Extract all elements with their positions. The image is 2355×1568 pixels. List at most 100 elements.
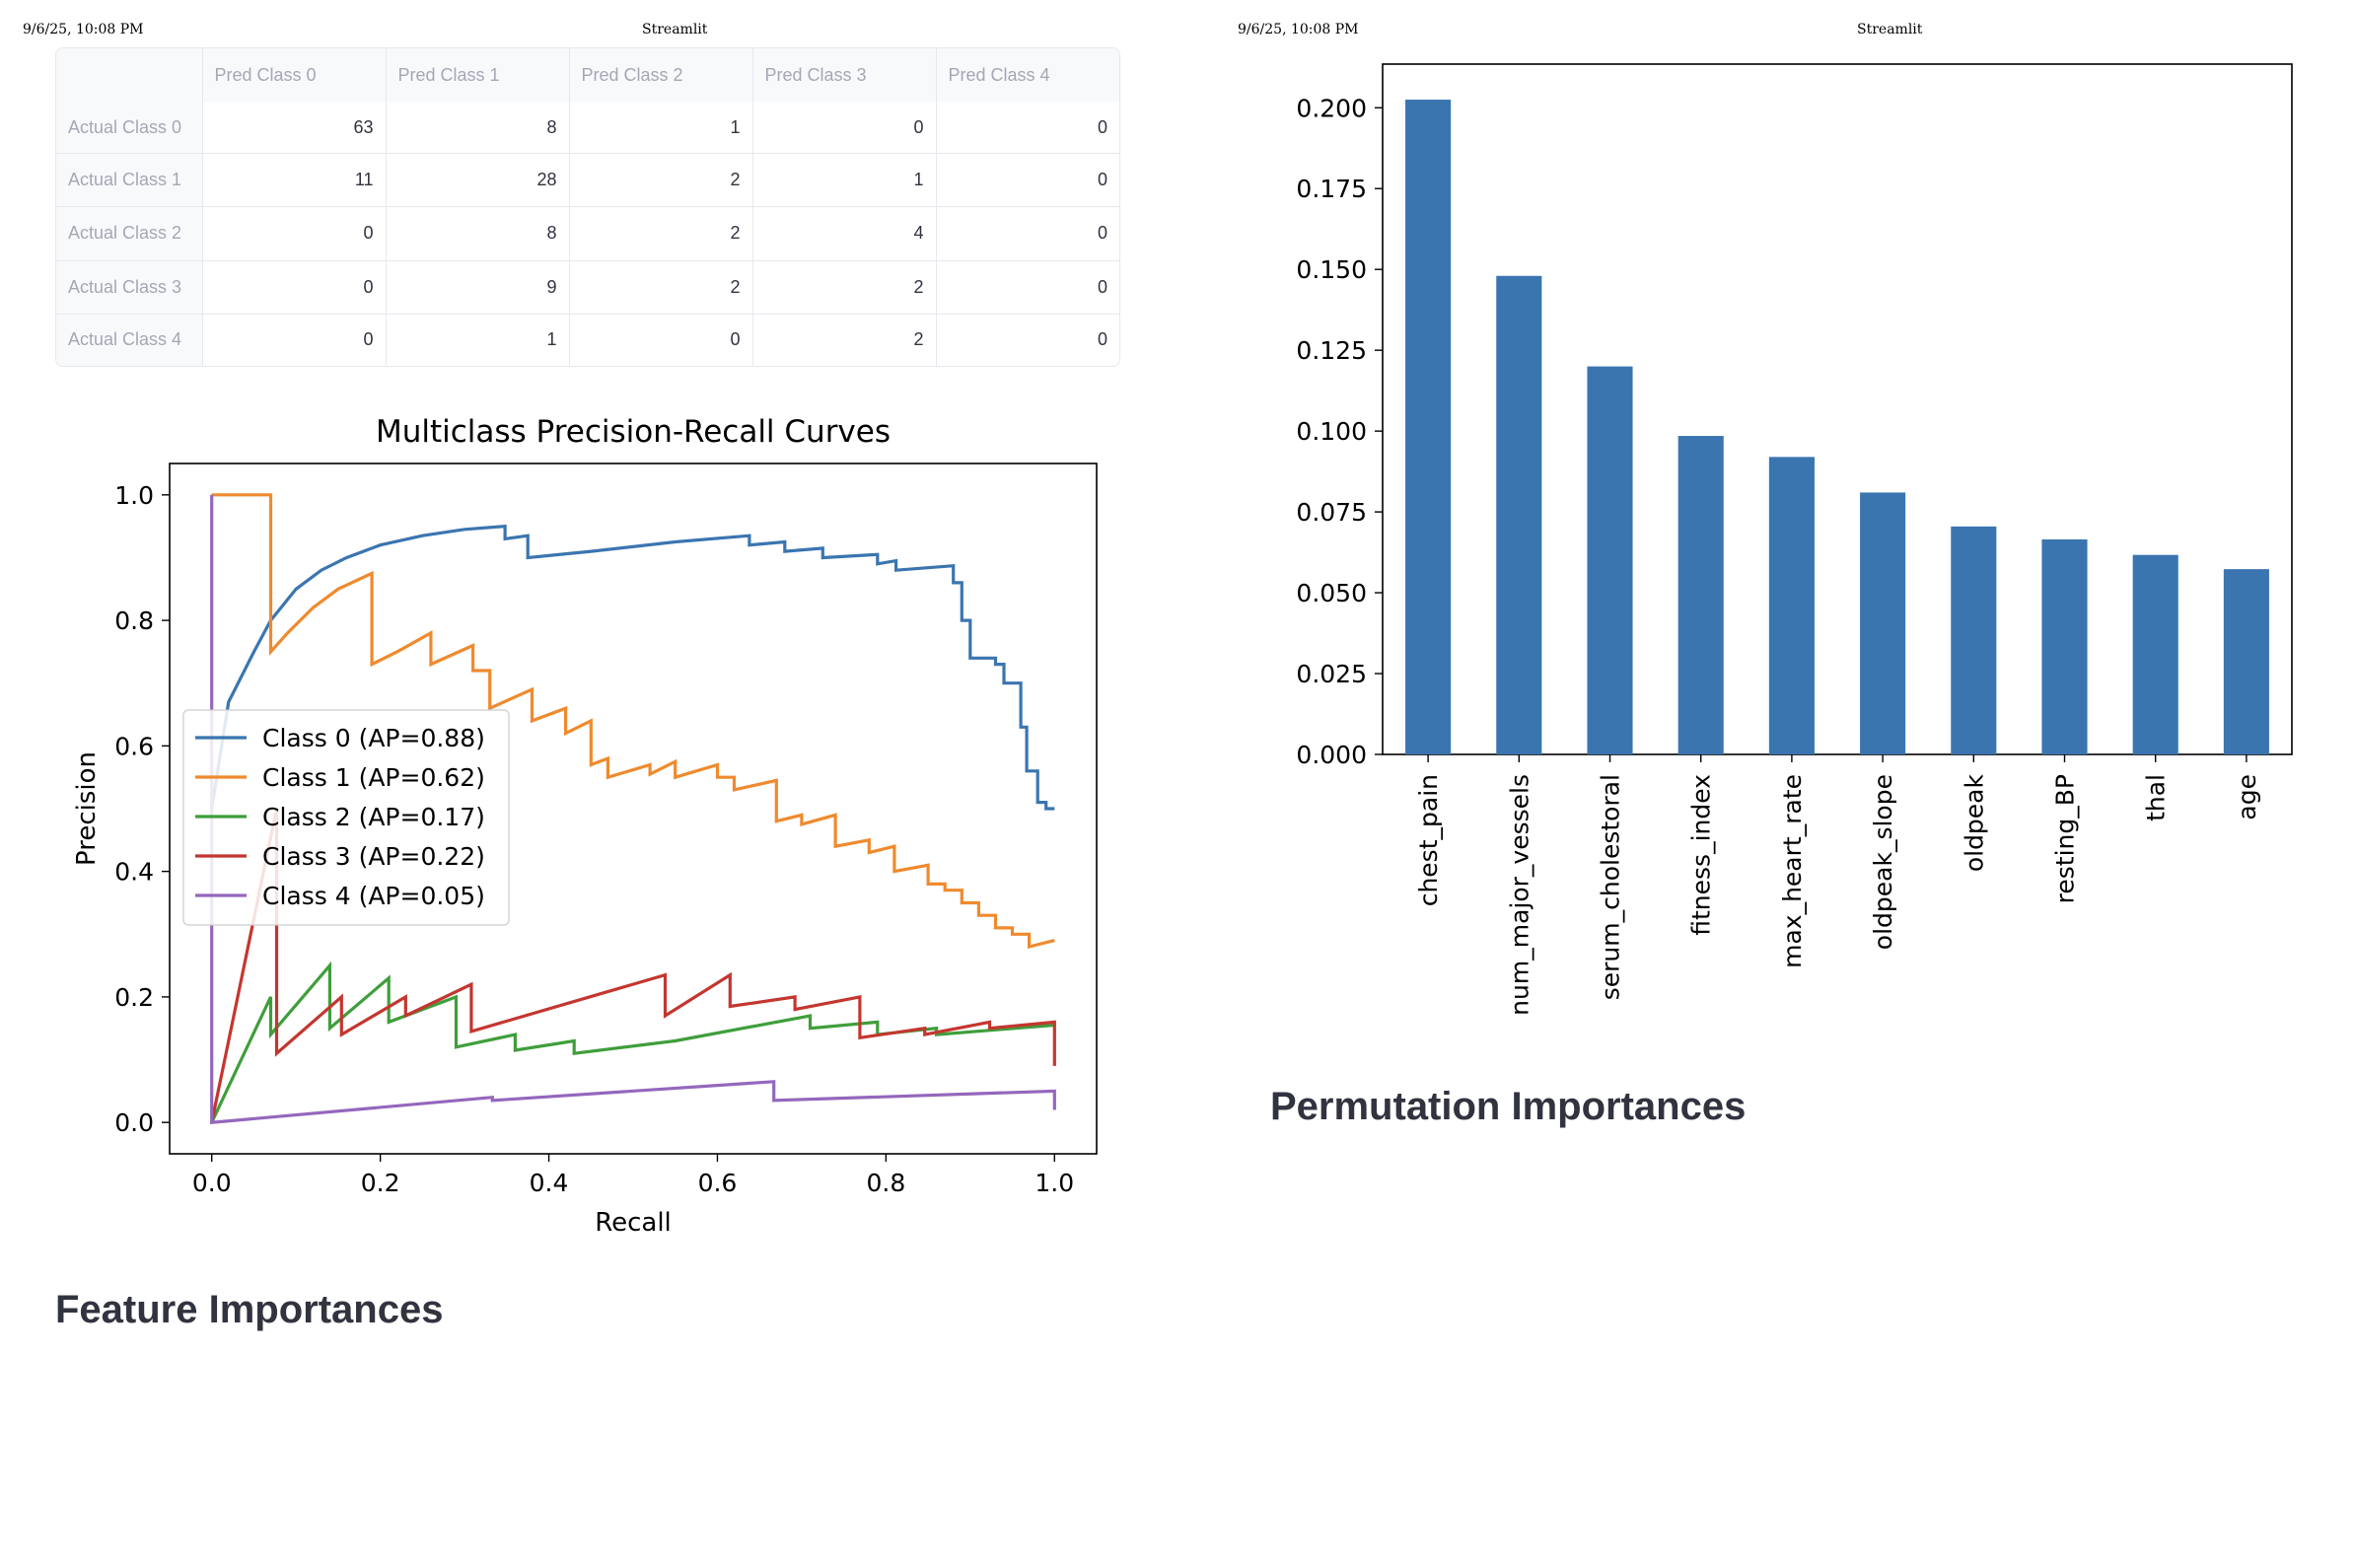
table-cell[interactable]: 4 — [752, 206, 937, 261]
table-cell[interactable]: 0 — [936, 260, 1119, 315]
series-line — [210, 494, 1056, 1124]
x-tick-label: 0.0 — [192, 1169, 232, 1197]
x-tick-label: 0.2 — [361, 1169, 400, 1197]
table-cell[interactable]: 9 — [386, 260, 570, 315]
axes: 0.0 0.2 0.4 0.6 0.8 1.0 0.0 0.2 0.4 0.6 0.8 1.0 Reca… — [72, 463, 1098, 1238]
table-cell[interactable]: 0 — [202, 260, 387, 315]
legend-label: Class 0 (AP=0.88) — [262, 724, 485, 752]
x-tick-label: thal — [2142, 774, 2171, 821]
plot-frame — [169, 463, 1098, 1155]
y-tick-label: 0.8 — [114, 606, 154, 635]
table-cell[interactable]: 2 — [752, 314, 937, 366]
x-tick-label: 0.4 — [530, 1169, 569, 1197]
bar — [1768, 457, 1815, 754]
x-tick-label: 1.0 — [1035, 1169, 1074, 1197]
table-cell[interactable]: 0 — [936, 153, 1119, 208]
column-header[interactable]: Pred Class 4 — [936, 48, 1119, 102]
table-cell[interactable]: 0 — [202, 206, 387, 261]
y-tick-label: 0.150 — [1296, 255, 1367, 284]
column-header[interactable]: Pred Class 3 — [752, 48, 937, 102]
table-row: Actual Class 3 0 9 2 2 0 — [56, 260, 1119, 315]
row-label: Actual Class 3 — [56, 260, 203, 315]
y-axis-label: Precision — [72, 751, 102, 866]
x-tick-label: resting_BP — [2051, 774, 2080, 903]
table-cell[interactable]: 1 — [386, 314, 570, 366]
table-cell[interactable]: 2 — [752, 260, 937, 315]
row-label: Actual Class 0 — [56, 102, 203, 155]
series-line — [210, 961, 1055, 1123]
permutation-importance-chart: 0.000 0.025 0.050 0.075 0.100 0.125 0.150 0.175… — [1296, 63, 2293, 1016]
column-header[interactable]: Pred Class 1 — [386, 48, 570, 102]
print-datetime-right: 9/6/25, 10:08 PM — [1238, 22, 1359, 37]
bar — [2041, 538, 2088, 754]
table-cell[interactable]: 8 — [386, 206, 570, 261]
x-axis-label: Recall — [595, 1208, 672, 1238]
row-label: Actual Class 1 — [56, 153, 203, 208]
legend-box — [182, 709, 510, 926]
x-tick-label: serum_cholestoral — [1597, 774, 1625, 1000]
bar — [1677, 436, 1724, 754]
y-tick-label: 0.050 — [1296, 579, 1367, 607]
plot-frame — [1382, 63, 2293, 755]
table-cell[interactable]: 0 — [569, 314, 753, 366]
table-cell[interactable]: 28 — [386, 153, 570, 208]
x-tick-label: max_heart_rate — [1778, 774, 1807, 968]
table-cell[interactable]: 1 — [752, 153, 937, 208]
print-title-left: Streamlit — [642, 22, 708, 37]
x-tick-label: fitness_index — [1687, 774, 1716, 936]
table-header-row: Pred Class 0 Pred Class 1 Pred Class 2 P… — [56, 48, 1119, 102]
bars — [1405, 100, 2269, 755]
legend-label: Class 4 (AP=0.05) — [262, 882, 485, 910]
series-lines — [210, 493, 1056, 1124]
precision-recall-chart: Multiclass Precision-Recall Curves 0.0 0.2… — [72, 414, 1098, 1238]
table-row: Actual Class 4 0 1 0 2 0 — [56, 314, 1119, 366]
x-tick-label: 0.8 — [866, 1169, 905, 1197]
y-tick-label: 0.175 — [1296, 175, 1367, 203]
table-cell[interactable]: 0 — [936, 206, 1119, 261]
bar — [1587, 366, 1633, 754]
table-cell[interactable]: 0 — [936, 102, 1119, 155]
y-tick-label: 0.0 — [114, 1108, 154, 1137]
column-header[interactable]: Pred Class 2 — [569, 48, 753, 102]
bar — [1951, 526, 1997, 754]
index-header — [56, 48, 203, 102]
table-cell[interactable]: 1 — [569, 102, 753, 155]
table-cell[interactable]: 0 — [752, 102, 937, 155]
y-tick-label: 0.025 — [1296, 660, 1367, 688]
table-cell[interactable]: 63 — [202, 102, 387, 155]
x-tick-label: oldpeak — [1960, 773, 1988, 872]
confusion-matrix-table[interactable]: Pred Class 0 Pred Class 1 Pred Class 2 P… — [55, 47, 1120, 367]
y-tick-label: 0.125 — [1296, 336, 1367, 365]
series-line — [210, 808, 1056, 1123]
x-tick-label: oldpeak_slope — [1869, 774, 1897, 950]
table-cell[interactable]: 0 — [202, 314, 387, 366]
table-row: Actual Class 1 11 28 2 1 0 — [56, 153, 1119, 208]
chart-title: Multiclass Precision-Recall Curves — [376, 414, 891, 450]
table-cell[interactable]: 0 — [1097, 329, 1107, 350]
table-cell[interactable]: 2 — [569, 153, 753, 208]
axes: 0.000 0.025 0.050 0.075 0.100 0.125 0.150 0.175… — [1296, 63, 2293, 1016]
y-tick-label: 0.100 — [1296, 417, 1367, 446]
bar — [1405, 100, 1452, 755]
x-tick-label: chest_pain — [1414, 774, 1443, 906]
bar — [2132, 554, 2178, 754]
series-line — [210, 524, 1055, 811]
table-cell[interactable]: 2 — [569, 206, 753, 261]
x-tick-label: num_major_vessels — [1505, 774, 1534, 1016]
series-line — [211, 493, 1055, 950]
print-title-right: Streamlit — [1857, 22, 1923, 37]
column-header[interactable]: Pred Class 0 — [202, 48, 387, 102]
bar — [1860, 492, 1906, 754]
row-label: Actual Class 4 — [56, 314, 203, 366]
table-cell[interactable]: 2 — [569, 260, 753, 315]
table-cell[interactable]: 11 — [202, 153, 387, 208]
y-tick-label: 0.2 — [114, 983, 154, 1012]
y-tick-label: 0.000 — [1296, 741, 1367, 769]
table-cell[interactable]: 8 — [386, 102, 570, 155]
print-datetime-left: 9/6/25, 10:08 PM — [23, 22, 144, 37]
table-row: Actual Class 0 63 8 1 0 0 — [56, 102, 1119, 155]
table-row: Actual Class 2 0 8 2 4 0 — [56, 206, 1119, 261]
legend-label: Class 1 (AP=0.62) — [262, 763, 485, 792]
x-tick-label: 0.6 — [698, 1169, 738, 1197]
y-tick-label: 1.0 — [114, 481, 154, 510]
